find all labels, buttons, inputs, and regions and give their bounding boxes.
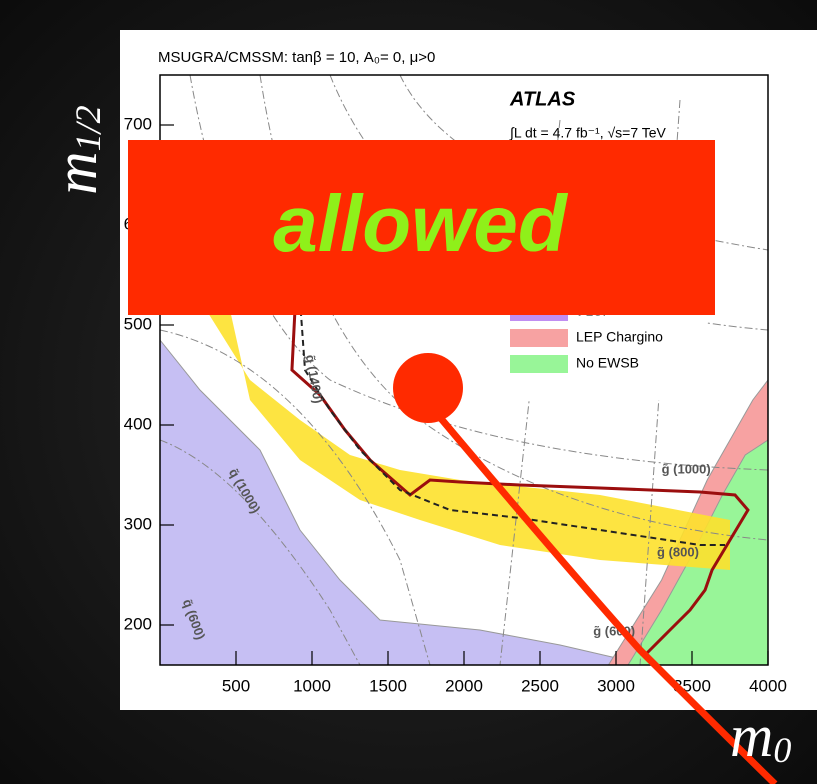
- y-label-subscript: 1/2: [68, 105, 108, 151]
- chart-title: MSUGRA/CMSSM: tanβ = 10, A₀= 0, μ>0: [158, 49, 435, 66]
- y-label-symbol: m: [43, 151, 109, 194]
- experiment-label: ATLAS: [509, 88, 576, 110]
- x-tick-label: 3000: [597, 676, 635, 695]
- allowed-text: allowed: [273, 179, 569, 268]
- y-tick-label: 300: [124, 514, 152, 533]
- x-label-subscript: 0: [773, 730, 791, 770]
- legend-label: No EWSB: [576, 355, 639, 371]
- legend-swatch: [510, 329, 568, 347]
- x-label-symbol: m: [730, 703, 773, 769]
- y-tick-label: 200: [124, 614, 152, 633]
- x-tick-label: 500: [222, 676, 250, 695]
- pointer-dot: [393, 353, 463, 423]
- annotation: g̃ (800): [657, 544, 699, 559]
- luminosity-label: ∫L dt = 4.7 fb⁻¹, √s=7 TeV: [509, 125, 667, 141]
- y-tick-label: 700: [124, 114, 152, 133]
- x-tick-label: 2000: [445, 676, 483, 695]
- slide: MSUGRA/CMSSM: tanβ = 10, A₀= 0, μ>0 g̃ (…: [0, 0, 817, 784]
- x-tick-label: 4000: [749, 676, 787, 695]
- legend-swatch: [510, 355, 568, 373]
- y-tick-label: 500: [124, 314, 152, 333]
- x-tick-label: 2500: [521, 676, 559, 695]
- x-tick-label: 1500: [369, 676, 407, 695]
- annotation: g̃ (1000): [662, 461, 711, 476]
- page: MSUGRA/CMSSM: tanβ = 10, A₀= 0, μ>0 g̃ (…: [0, 0, 817, 784]
- y-tick-label: 400: [124, 414, 152, 433]
- x-tick-label: 1000: [293, 676, 331, 695]
- legend-label: LEP Chargino: [576, 329, 663, 345]
